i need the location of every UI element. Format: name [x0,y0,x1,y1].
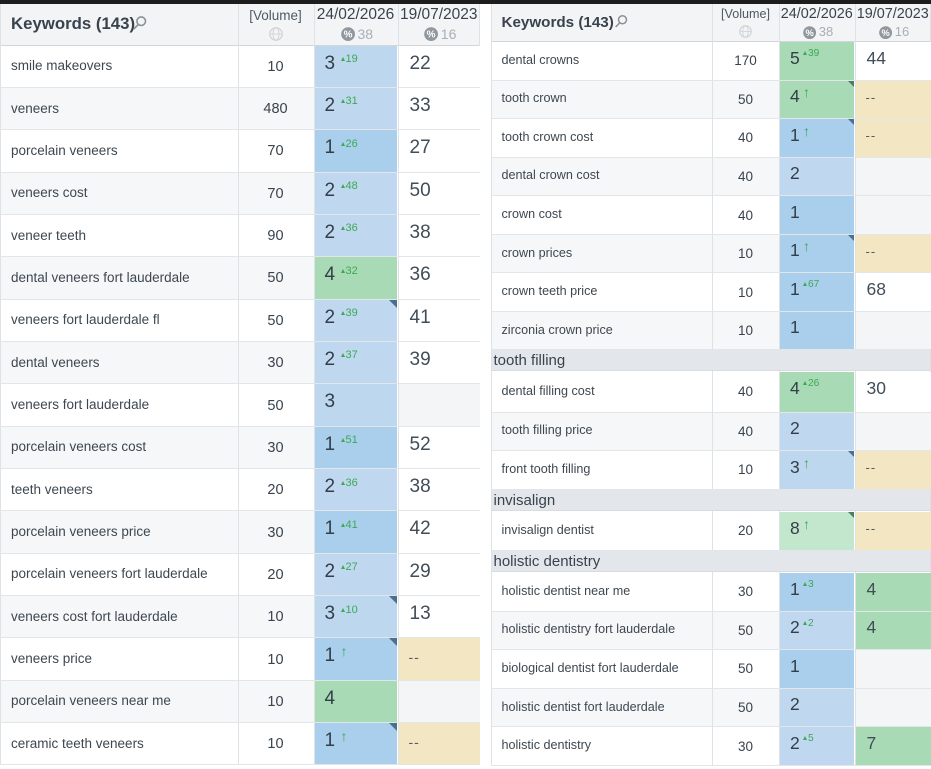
svg-text:%: % [806,28,815,38]
svg-text:%: % [427,30,436,41]
svg-text:%: % [344,30,353,41]
svg-text:%: % [882,28,891,38]
